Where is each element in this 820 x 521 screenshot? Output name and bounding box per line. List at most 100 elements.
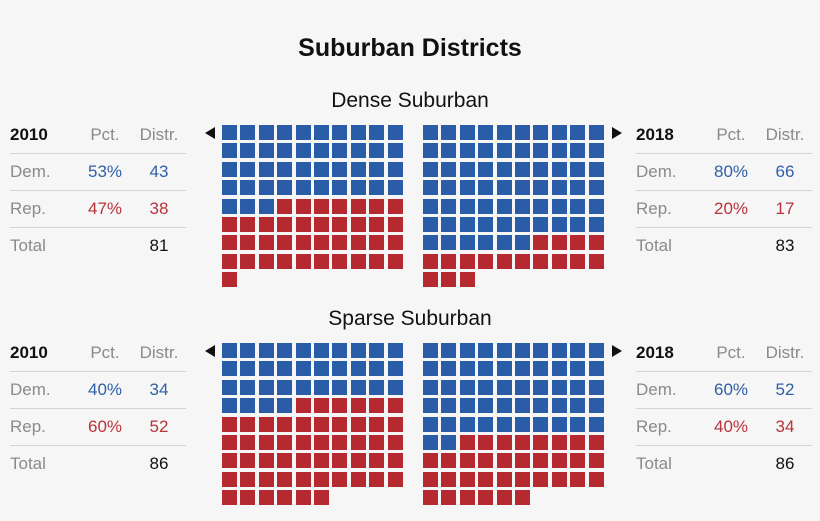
rep-district-cell: [369, 416, 385, 432]
dem-district-cell: [478, 217, 494, 232]
year-label: 2018: [636, 125, 674, 144]
dem-district-cell: [222, 125, 237, 140]
dem-district-cell: [533, 379, 549, 395]
dem-district-cell: [533, 416, 549, 432]
dem-district-cell: [459, 161, 475, 177]
rep-district-cell: [515, 453, 530, 469]
pct-header: Pct.: [716, 343, 746, 362]
dem-district-cell: [314, 143, 329, 159]
dem-district-cell: [423, 416, 438, 432]
dem-district-cell: [588, 217, 604, 232]
chart-title: Suburban Districts: [298, 34, 522, 62]
dem-district-cell: [515, 361, 530, 377]
rep-district-cell: [295, 471, 311, 487]
dem-district-cell: [277, 398, 293, 414]
dem-district-cell: [478, 198, 494, 214]
rep-district-cell: [295, 235, 311, 251]
pct-header: Pct.: [90, 125, 120, 144]
rep-district-cell: [222, 235, 237, 251]
dem-district-cell: [441, 435, 457, 450]
rep-district-cell: [515, 471, 530, 487]
dem-district-cell: [222, 143, 237, 159]
pct-header: Pct.: [716, 125, 746, 144]
dem-district-cell: [258, 379, 274, 395]
dem-district-cell: [387, 143, 403, 159]
dem-district-cell: [314, 343, 329, 358]
year-label: 2010: [10, 343, 48, 362]
dem-district-cell: [350, 125, 366, 140]
dem-district-cell: [258, 125, 274, 140]
rep-district-cell: [240, 235, 256, 251]
dem-district-cell: [496, 198, 512, 214]
dem-district-cell: [314, 180, 329, 196]
dem-district-cell: [441, 343, 457, 358]
dem-district-cell: [515, 161, 530, 177]
dem-district-cell: [423, 435, 438, 450]
rep-district-cell: [570, 435, 586, 450]
total-value: 83: [775, 236, 795, 255]
rep-district-cell: [222, 217, 237, 232]
rep-district-cell: [295, 217, 311, 232]
rep-district-cell: [496, 435, 512, 450]
dem-district-cell: [588, 361, 604, 377]
dem-district-cell: [588, 416, 604, 432]
rep-district-cell: [496, 453, 512, 469]
rep-district-cell: [240, 416, 256, 432]
dem-district-cell: [277, 379, 293, 395]
dem-district-cell: [240, 198, 256, 214]
dem-district-cell: [369, 361, 385, 377]
dem-district-cell: [369, 161, 385, 177]
rep-district-cell: [222, 490, 237, 506]
dem-district-cell: [533, 343, 549, 358]
dem-district-cell: [240, 143, 256, 159]
dem-district-cell: [515, 379, 530, 395]
dem-district-cell: [496, 161, 512, 177]
dem-district-cell: [515, 235, 530, 251]
dem-district-cell: [588, 343, 604, 358]
dem-district-cell: [240, 361, 256, 377]
total-row: Total 86: [10, 446, 186, 482]
dem-district-cell: [441, 361, 457, 377]
dem-district-cell: [387, 125, 403, 140]
rep-district-cell: [496, 253, 512, 269]
dem-district-cell: [496, 398, 512, 414]
total-label: Total: [636, 454, 672, 473]
dem-distr: 43: [149, 162, 169, 181]
dem-district-cell: [478, 379, 494, 395]
stats-header-row: 2010 Pct. Distr.: [10, 117, 186, 154]
dem-district-cell: [295, 161, 311, 177]
total-value: 86: [149, 454, 169, 473]
rep-district-cell: [588, 453, 604, 469]
dem-district-cell: [515, 180, 530, 196]
dem-district-cell: [459, 217, 475, 232]
dem-district-cell: [570, 416, 586, 432]
dem-district-cell: [277, 143, 293, 159]
rep-district-cell: [222, 453, 237, 469]
dem-district-cell: [515, 217, 530, 232]
dem-district-cell: [350, 379, 366, 395]
rep-district-cell: [295, 198, 311, 214]
rep-district-cell: [459, 490, 475, 506]
dem-district-cell: [478, 416, 494, 432]
rep-district-cell: [459, 272, 475, 288]
rep-district-cell: [369, 235, 385, 251]
rep-district-cell: [314, 253, 329, 269]
rep-district-cell: [295, 435, 311, 450]
dem-district-cell: [478, 161, 494, 177]
stats-dense-2010: 2010 Pct. Distr. Dem. 53% 43 Rep. 47% 38…: [10, 117, 186, 264]
dem-district-cell: [258, 343, 274, 358]
rep-district-cell: [258, 471, 274, 487]
rep-district-cell: [459, 453, 475, 469]
rep-district-cell: [314, 217, 329, 232]
dem-district-cell: [240, 161, 256, 177]
dem-district-cell: [350, 180, 366, 196]
dem-district-cell: [423, 125, 438, 140]
rep-district-cell: [588, 471, 604, 487]
rep-district-cell: [496, 490, 512, 506]
rep-district-cell: [533, 435, 549, 450]
rep-district-cell: [423, 471, 438, 487]
dem-district-cell: [533, 398, 549, 414]
panel-title-sparse: Sparse Suburban: [328, 307, 492, 330]
dem-label: Dem.: [636, 380, 677, 399]
dem-district-cell: [423, 161, 438, 177]
